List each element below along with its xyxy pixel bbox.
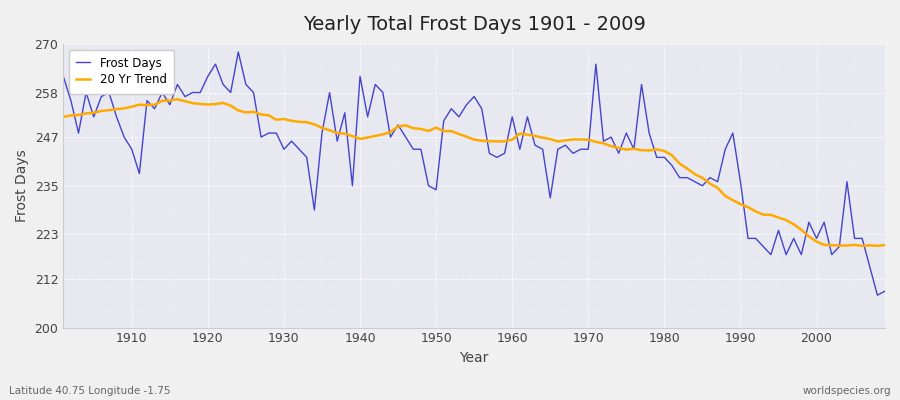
Frost Days [58, 74, 68, 79]
20 Yr Trend [507, 137, 517, 142]
Frost Days [119, 135, 130, 140]
20 Yr Trend [293, 120, 304, 124]
20 Yr Trend [515, 131, 526, 136]
Frost Days [872, 293, 883, 298]
X-axis label: Year: Year [460, 351, 489, 365]
Line: 20 Yr Trend: 20 Yr Trend [63, 99, 885, 246]
Title: Yearly Total Frost Days 1901 - 2009: Yearly Total Frost Days 1901 - 2009 [302, 15, 645, 34]
Text: worldspecies.org: worldspecies.org [803, 386, 891, 396]
Frost Days [879, 289, 890, 294]
Legend: Frost Days, 20 Yr Trend: Frost Days, 20 Yr Trend [69, 50, 174, 94]
20 Yr Trend [879, 243, 890, 248]
20 Yr Trend [339, 131, 350, 136]
Frost Days [606, 135, 616, 140]
20 Yr Trend [58, 114, 68, 119]
Frost Days [293, 147, 304, 152]
Text: Latitude 40.75 Longitude -1.75: Latitude 40.75 Longitude -1.75 [9, 386, 170, 396]
20 Yr Trend [119, 106, 130, 111]
20 Yr Trend [606, 144, 616, 148]
Frost Days [507, 114, 517, 119]
Frost Days [339, 110, 350, 115]
Frost Days [515, 147, 526, 152]
Frost Days [233, 50, 244, 54]
20 Yr Trend [172, 97, 183, 102]
Y-axis label: Frost Days: Frost Days [15, 149, 29, 222]
20 Yr Trend [857, 244, 868, 248]
Line: Frost Days: Frost Days [63, 52, 885, 295]
